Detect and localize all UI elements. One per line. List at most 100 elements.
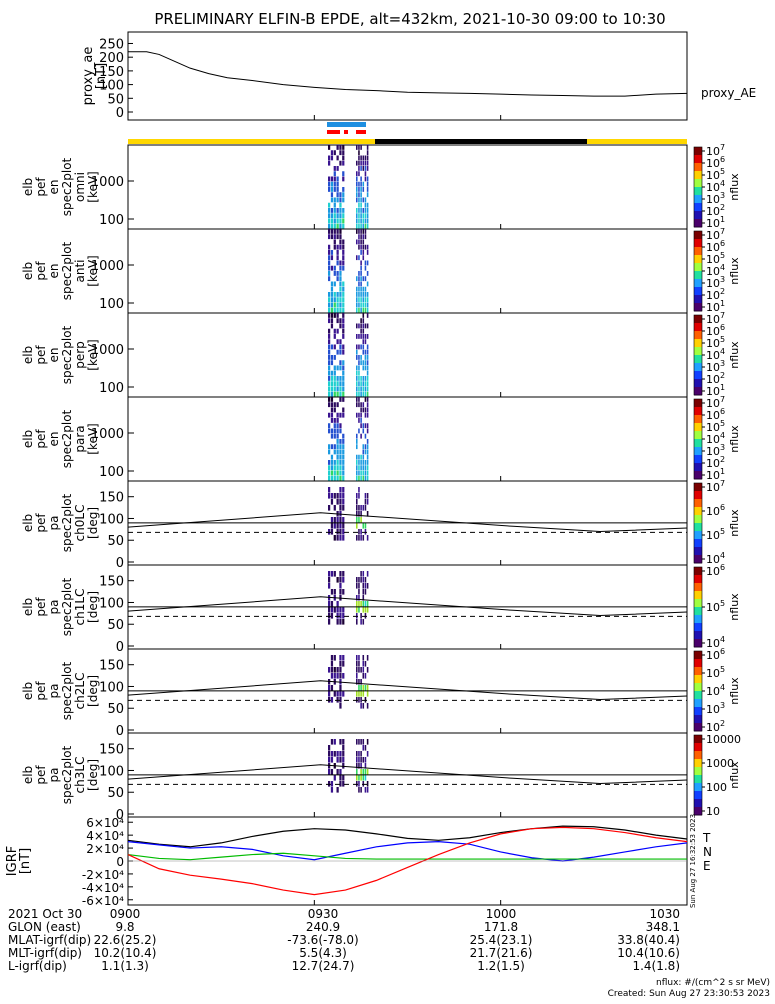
colorbar-segment — [694, 643, 702, 646]
spectrogram-cell — [336, 213, 339, 219]
colorbar-segment — [694, 489, 702, 492]
spectrogram-cell — [362, 667, 365, 673]
spectrogram-cell — [333, 470, 336, 476]
colorbar-segment — [694, 581, 702, 584]
footer-cell: -73.6(-78.0) — [287, 933, 358, 947]
colorbar-segment — [694, 167, 702, 170]
spectrogram-cell — [356, 470, 358, 476]
footer-cell: 0900 — [110, 907, 141, 921]
colorbar-segment — [694, 793, 702, 796]
spectrogram-cell — [336, 697, 339, 703]
spectrogram-cell — [333, 197, 336, 203]
spectrogram-cell — [356, 697, 358, 703]
colorbar-segment — [694, 747, 702, 750]
spectrogram-cell — [364, 577, 367, 583]
spectrogram-cell — [358, 667, 360, 673]
colorbar-tick-exponent: 6 — [720, 155, 725, 164]
spectrogram-cell — [330, 769, 334, 775]
spectrogram-cell — [339, 613, 342, 619]
spectrogram-cell — [339, 655, 342, 661]
spectrogram-cell — [360, 667, 362, 673]
colorbar-segment — [694, 549, 702, 552]
spectrogram-cell — [360, 244, 362, 250]
spectrogram-cell — [336, 691, 339, 697]
spectrogram-cell — [364, 292, 367, 297]
colorbar-tick-label: 106 — [706, 563, 725, 578]
spectrogram-cell — [330, 176, 334, 182]
spectrogram-cell — [362, 454, 365, 460]
spectrogram-cell — [364, 202, 367, 208]
spectrogram-cell — [333, 208, 336, 213]
spectrogram-cell — [328, 465, 331, 471]
colorbar-segment — [694, 237, 702, 240]
spectrogram-cell — [362, 589, 365, 595]
spectrogram-cell — [342, 397, 345, 402]
spectrogram-cell — [362, 160, 365, 166]
spectrogram-cell — [358, 381, 360, 387]
colorbar-segment — [694, 543, 702, 546]
colorbar-segment — [694, 773, 702, 776]
spectrogram-cell — [333, 751, 336, 757]
colorbar-segment — [694, 599, 702, 602]
spectrogram-cell — [356, 344, 358, 350]
spectrogram-cell — [364, 355, 367, 360]
spectrogram-cell — [339, 376, 342, 381]
colorbar-segment — [694, 241, 702, 244]
spectrogram-cell — [342, 412, 345, 418]
spectrogram-cell — [366, 444, 369, 450]
spectrogram-cell — [364, 460, 367, 465]
spectrogram-cell — [336, 365, 339, 371]
colorbar-segment — [694, 201, 702, 204]
spectrogram-cell — [339, 276, 342, 282]
spectrogram-cell — [333, 655, 336, 661]
spectrogram-cell — [339, 234, 342, 240]
y-axis-label: elbpefenspec2plotanti[keV] — [21, 241, 100, 300]
spectrogram-cell — [362, 381, 365, 387]
attitude-bar-blue — [327, 122, 366, 127]
colorbar-tick-exponent: 6 — [720, 323, 725, 332]
spectrogram-cell — [336, 244, 339, 250]
spectrogram-cell — [330, 661, 334, 667]
spectrogram-cell — [333, 418, 336, 423]
footer-cell: 10.2(10.4) — [94, 946, 157, 960]
colorbar-tick-exponent: 5 — [720, 419, 725, 428]
spectrogram-cell — [360, 511, 362, 517]
colorbar-tick-label: 10 — [706, 805, 720, 818]
spectrogram-cell — [364, 745, 367, 751]
y-axis-label-line: en — [47, 348, 61, 363]
spectrogram-cell — [330, 213, 334, 219]
spectrogram-cell — [336, 535, 339, 541]
spectrogram-cell — [330, 739, 334, 745]
spectrogram-cell — [333, 391, 336, 397]
spectrogram-cell — [356, 444, 358, 450]
spectrogram-cell — [342, 239, 345, 245]
loss-cone-line — [127, 764, 688, 785]
spectrogram-cell — [336, 250, 339, 255]
spectrogram-cell — [360, 376, 362, 381]
y-axis-label: elbpefpaspec2plotch2LC[deg] — [21, 661, 100, 720]
spectrogram-cell — [358, 166, 360, 171]
spectrogram-cell — [362, 255, 365, 261]
spectrogram-cell — [333, 775, 336, 781]
y-axis-label-line: elb — [21, 514, 35, 532]
spectrogram-cell — [342, 213, 345, 219]
colorbar-segment — [694, 401, 702, 404]
spectrogram-cell — [358, 470, 360, 476]
spectrogram-cell — [366, 376, 369, 381]
spectrogram-cell — [356, 769, 358, 775]
spectrogram-cell — [364, 166, 367, 171]
spectrogram-cell — [360, 535, 362, 541]
spectrogram-cell — [360, 769, 362, 775]
spectrogram-cell — [358, 181, 360, 187]
colorbar-segment — [694, 607, 702, 610]
spectrogram-cell — [330, 607, 334, 613]
colorbar-segment — [694, 355, 702, 358]
spectrogram-cell — [360, 202, 362, 208]
spectrogram-cell — [366, 583, 369, 589]
colorbar-segment — [694, 225, 702, 228]
y-axis-label-line: omni — [73, 172, 87, 202]
spectrogram-cell — [342, 244, 345, 250]
spectrogram-cell — [330, 397, 334, 402]
colorbar-segment — [694, 655, 702, 658]
colorbar-segment — [694, 181, 702, 184]
